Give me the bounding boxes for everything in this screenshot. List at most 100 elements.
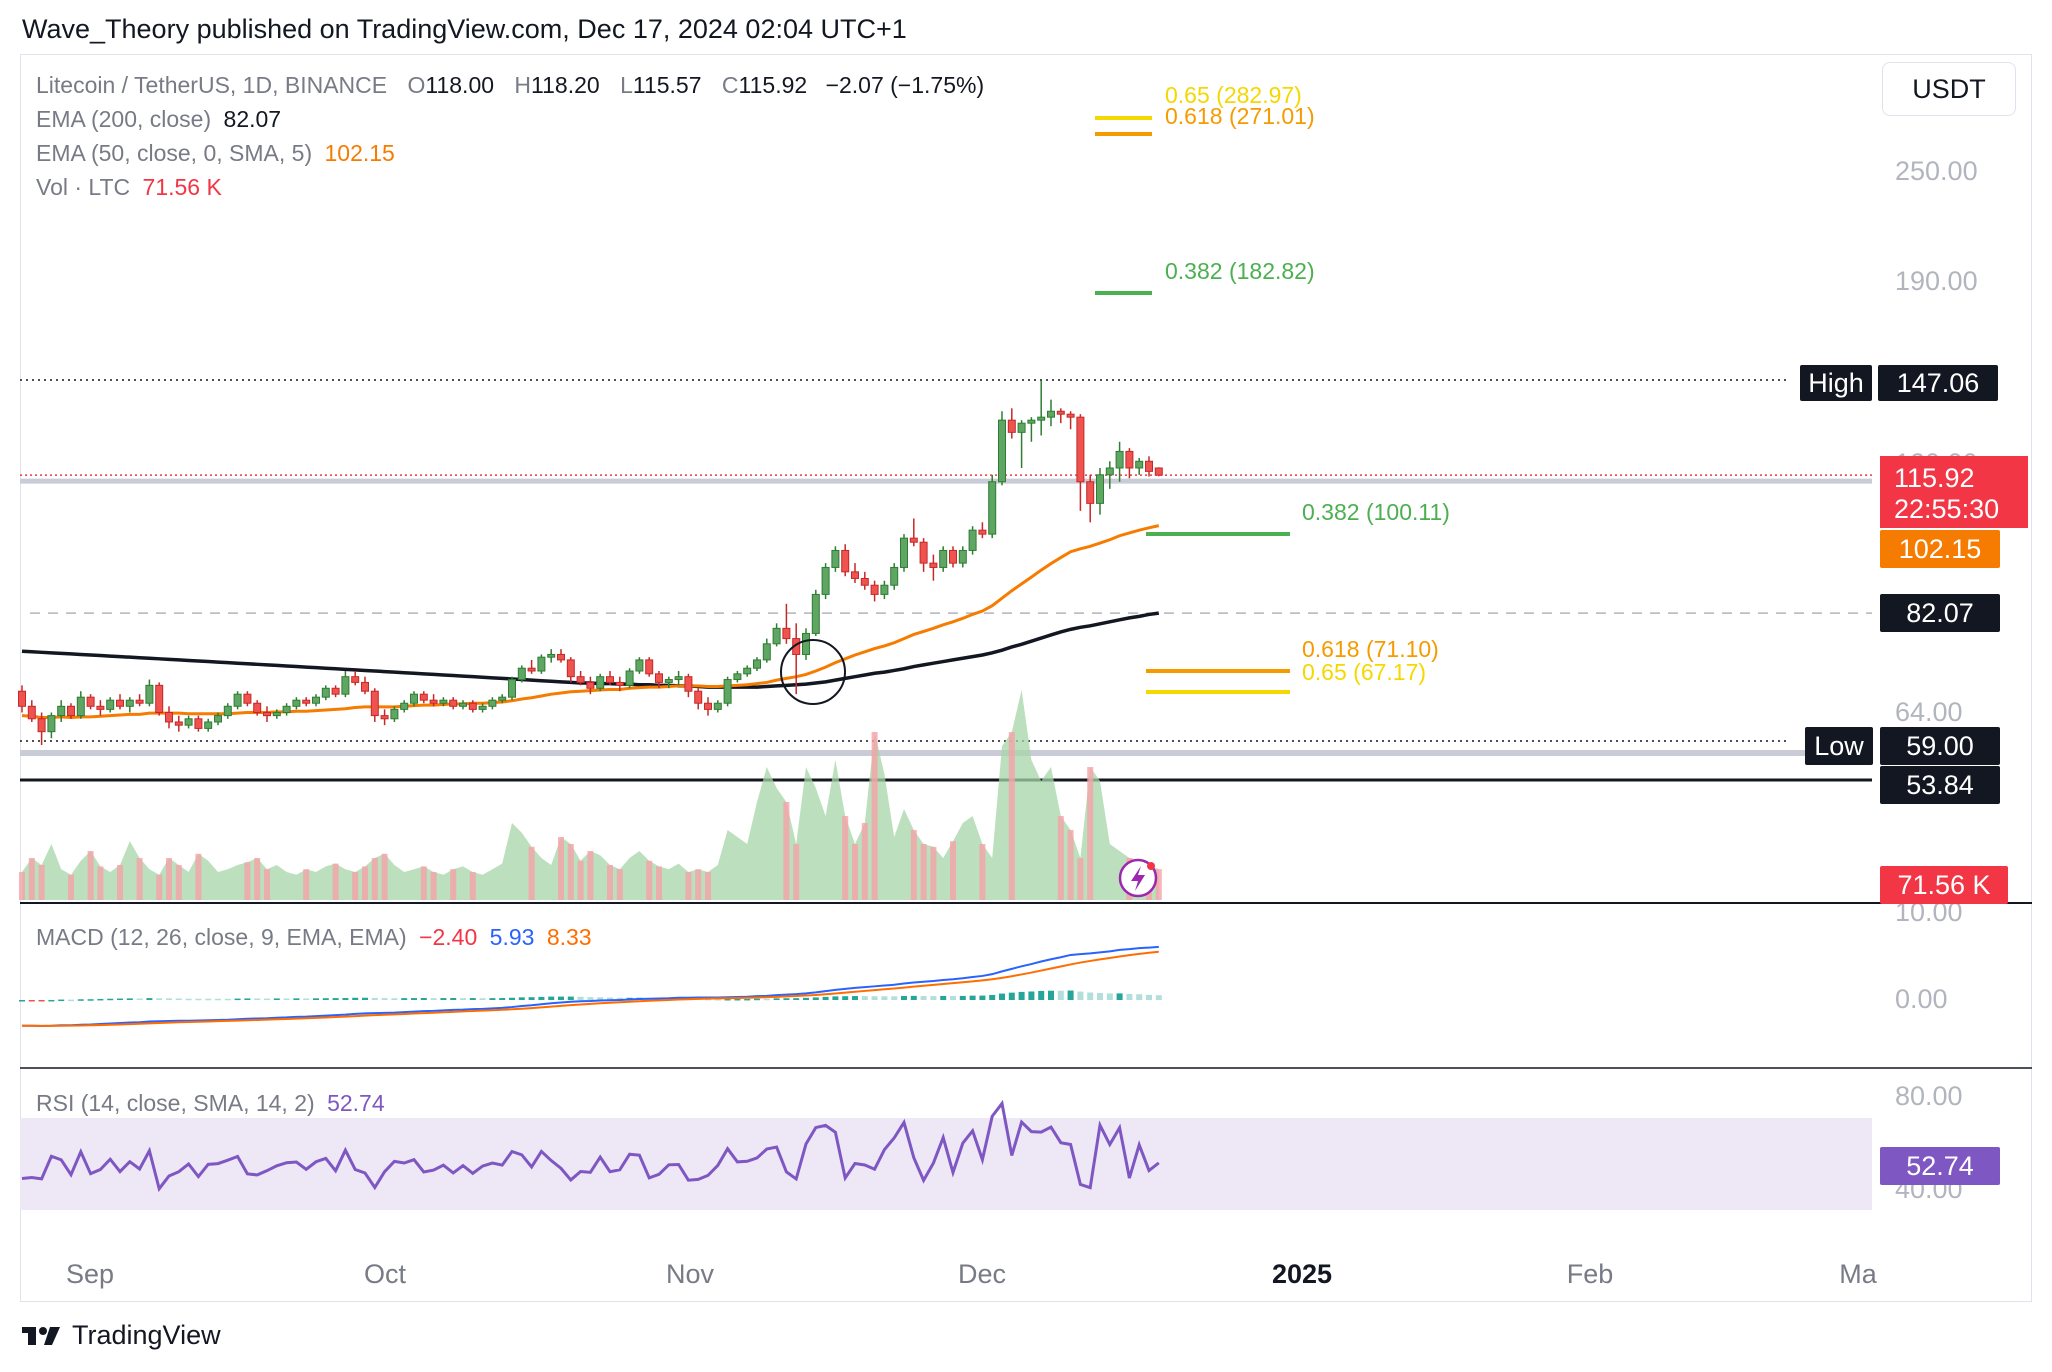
volume-bar xyxy=(577,860,584,900)
ema50-legend[interactable]: EMA (50, close, 0, SMA, 5) 102.15 xyxy=(36,140,395,167)
ema200-line xyxy=(21,611,1160,689)
candle xyxy=(478,705,487,710)
volume-bar xyxy=(38,865,45,900)
macd-histogram-bar xyxy=(224,998,231,1001)
candle xyxy=(753,659,761,669)
candle xyxy=(1105,467,1114,476)
candle xyxy=(841,549,850,573)
macd-histogram-bar xyxy=(1077,991,1084,1000)
high-label: H xyxy=(514,72,532,98)
candle xyxy=(547,653,556,658)
x-tick-label: 2025 xyxy=(1272,1259,1332,1289)
volume-bar xyxy=(156,874,163,900)
symbol-title[interactable]: Litecoin / TetherUS, 1D, BINANCE xyxy=(36,72,388,98)
low-tag-label-box xyxy=(1805,727,1873,765)
volume-bar xyxy=(254,858,261,900)
macd-histogram-bar xyxy=(1136,994,1143,1000)
candle xyxy=(1047,410,1055,418)
macd-histogram-bar xyxy=(244,998,251,1000)
rsi-tag: 52.74 xyxy=(1906,1151,1974,1181)
candle xyxy=(233,693,242,707)
candle xyxy=(243,693,252,704)
volume-bar xyxy=(450,869,457,900)
footer-brand[interactable]: TradingView xyxy=(22,1320,221,1351)
candle xyxy=(18,690,26,707)
y-tick-label: 250.00 xyxy=(1895,156,1978,186)
candle xyxy=(116,699,124,707)
volume-bar xyxy=(616,869,623,900)
candle xyxy=(155,684,164,713)
volume-bar xyxy=(1087,767,1094,900)
current-price-value: 115.92 xyxy=(1894,463,1975,493)
candle xyxy=(459,702,467,707)
candle xyxy=(508,679,516,698)
macd-histogram-bar xyxy=(293,998,300,1000)
candle xyxy=(919,541,928,564)
candle xyxy=(527,667,536,672)
macd-histogram-bar xyxy=(1008,992,1015,1000)
macd-histogram-bar xyxy=(126,998,133,1000)
macd-histogram-bar xyxy=(1028,991,1035,1000)
macd-histogram-bar xyxy=(352,997,359,1000)
rsi-legend[interactable]: RSI (14, close, SMA, 14, 2) 52.74 xyxy=(36,1090,385,1117)
currency-button[interactable]: USDT xyxy=(1882,62,2016,116)
macd-histogram-bar xyxy=(577,996,584,1000)
macd-histogram-bar xyxy=(538,996,545,1000)
candle xyxy=(498,696,507,701)
candle xyxy=(802,632,810,655)
macd-histogram-bar xyxy=(587,997,594,1000)
candle xyxy=(596,676,605,689)
candle xyxy=(782,627,791,640)
y-tick-label: 64.00 xyxy=(1895,697,1963,727)
volume-bar xyxy=(28,858,35,900)
macd-histogram-bar xyxy=(371,997,378,1000)
volume-bar xyxy=(783,802,790,900)
change-value: −2.07 (−1.75%) xyxy=(825,72,985,98)
macd-histogram-bar xyxy=(87,999,94,1001)
volume-bar xyxy=(861,823,868,900)
candle xyxy=(223,705,232,717)
candle xyxy=(1115,450,1124,469)
macd-histogram-bar xyxy=(58,999,65,1002)
candle xyxy=(851,571,859,579)
macd-signal-line xyxy=(22,950,1159,1027)
candle xyxy=(674,676,683,681)
macd-legend[interactable]: MACD (12, 26, close, 9, EMA, EMA) −2.40 … xyxy=(36,924,592,951)
candle xyxy=(341,676,350,695)
candle xyxy=(831,549,840,568)
macd-histogram-bar xyxy=(734,998,741,1001)
candle xyxy=(988,481,997,535)
candle xyxy=(292,699,301,707)
macd-histogram-bar xyxy=(812,997,819,1000)
candle xyxy=(135,699,144,704)
macd-histogram-bar xyxy=(401,998,408,1000)
x-tick-label: Dec xyxy=(958,1259,1006,1289)
x-tick-label: Oct xyxy=(364,1259,407,1289)
macd-scale-label: 0.00 xyxy=(1895,984,1948,1014)
ema200-legend[interactable]: EMA (200, close) 82.07 xyxy=(36,106,281,133)
rsi-label: RSI (14, close, SMA, 14, 2) xyxy=(36,1090,315,1116)
macd-histogram-bar xyxy=(19,1000,25,1002)
volume-bar xyxy=(166,858,172,900)
candle xyxy=(576,676,585,683)
candle xyxy=(664,679,673,683)
macd-histogram-bar xyxy=(607,997,613,1000)
volume-bar xyxy=(420,866,427,900)
macd-histogram-bar xyxy=(950,996,956,1000)
ema50-tag: 102.15 xyxy=(1899,534,1982,564)
volume-bar xyxy=(587,851,594,900)
macd-histogram-bar xyxy=(342,998,349,1000)
candle xyxy=(929,562,938,568)
volume-legend[interactable]: Vol · LTC 71.56 K xyxy=(36,174,222,201)
high-tag-label-box xyxy=(1800,365,1872,401)
lightning-icon[interactable] xyxy=(1118,858,1158,898)
volume-bar xyxy=(117,865,123,900)
candle xyxy=(655,673,663,683)
x-tick-label: Ma xyxy=(1839,1259,1877,1289)
candle xyxy=(1076,416,1085,483)
volume-bar xyxy=(607,865,613,900)
macd-histogram-bar xyxy=(283,998,290,1000)
candle xyxy=(1037,416,1046,421)
macd-histogram-bar xyxy=(558,996,564,1000)
